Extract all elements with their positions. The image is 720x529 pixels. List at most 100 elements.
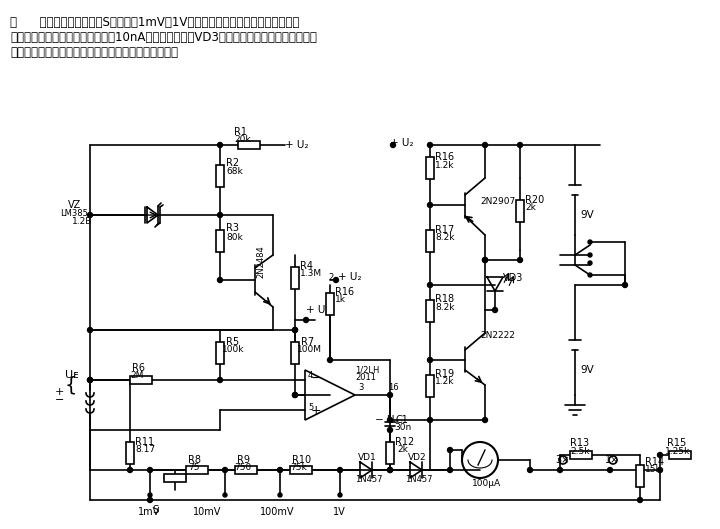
Text: 2M: 2M	[130, 371, 143, 380]
Circle shape	[428, 358, 433, 362]
Circle shape	[482, 258, 487, 262]
Text: + U₂: + U₂	[390, 138, 413, 148]
Circle shape	[387, 468, 392, 472]
Text: R4: R4	[300, 261, 313, 271]
Text: R2: R2	[226, 158, 239, 168]
Text: 1N457: 1N457	[405, 476, 433, 485]
Text: {: {	[65, 376, 77, 395]
Text: VD2: VD2	[408, 453, 427, 462]
Text: 2k: 2k	[525, 204, 536, 213]
Bar	[426, 157, 434, 179]
Text: LM385: LM385	[60, 208, 88, 217]
Circle shape	[223, 493, 227, 497]
Circle shape	[588, 240, 592, 244]
Bar	[186, 466, 208, 474]
Circle shape	[492, 307, 498, 313]
Circle shape	[387, 468, 392, 472]
Text: 1V: 1V	[333, 507, 346, 517]
Bar	[130, 376, 152, 384]
Text: VD1: VD1	[358, 453, 377, 462]
Circle shape	[148, 497, 153, 503]
Bar	[636, 465, 644, 487]
Bar	[290, 466, 312, 474]
Text: VD3: VD3	[503, 273, 523, 283]
Text: 20k: 20k	[234, 135, 251, 144]
Circle shape	[338, 493, 342, 497]
Circle shape	[657, 468, 662, 472]
Bar	[216, 230, 224, 252]
Circle shape	[387, 427, 392, 433]
Circle shape	[608, 468, 613, 472]
Circle shape	[304, 317, 308, 323]
Text: R10: R10	[292, 455, 311, 465]
Bar	[669, 451, 691, 459]
Circle shape	[333, 278, 338, 282]
Bar	[216, 342, 224, 364]
Circle shape	[448, 468, 452, 472]
Bar	[126, 442, 134, 464]
Circle shape	[217, 278, 222, 282]
Text: R7: R7	[301, 337, 314, 347]
Text: C1: C1	[396, 415, 409, 425]
Text: 100μA: 100μA	[472, 479, 501, 488]
Text: VZ: VZ	[68, 200, 81, 210]
Circle shape	[88, 327, 92, 333]
Text: 8.2k: 8.2k	[435, 233, 454, 242]
Text: +: +	[311, 405, 322, 417]
Text: 15k: 15k	[645, 466, 662, 475]
Circle shape	[588, 261, 592, 265]
Circle shape	[217, 142, 222, 148]
Text: R14: R14	[645, 457, 664, 467]
Circle shape	[292, 393, 297, 397]
Bar	[386, 442, 394, 464]
Text: 8.2k: 8.2k	[435, 303, 454, 312]
Circle shape	[88, 378, 92, 382]
Text: R13: R13	[570, 438, 589, 448]
Circle shape	[448, 448, 452, 452]
Text: 3×: 3×	[555, 455, 570, 465]
Circle shape	[88, 213, 92, 217]
Text: −: −	[311, 371, 322, 385]
Text: R15: R15	[667, 438, 686, 448]
Text: + U₂: + U₂	[285, 140, 308, 150]
Text: 100M: 100M	[297, 345, 322, 354]
Circle shape	[428, 142, 433, 148]
Text: − U₂: − U₂	[375, 415, 399, 425]
Circle shape	[637, 497, 642, 503]
Circle shape	[428, 282, 433, 287]
Text: 1.2k: 1.2k	[435, 160, 454, 169]
Text: 2N2484: 2N2484	[256, 245, 265, 278]
Text: 4: 4	[308, 370, 313, 379]
Text: S: S	[152, 505, 158, 515]
Circle shape	[277, 468, 282, 472]
Text: 100mV: 100mV	[260, 507, 294, 517]
Circle shape	[88, 378, 92, 382]
Circle shape	[338, 468, 343, 472]
Text: 1.3M: 1.3M	[300, 269, 322, 278]
Circle shape	[482, 417, 487, 423]
Text: R17: R17	[435, 225, 454, 235]
Text: 16: 16	[388, 384, 399, 393]
Circle shape	[292, 327, 297, 333]
Text: 1k: 1k	[335, 296, 346, 305]
Text: 1×: 1×	[605, 455, 619, 465]
Text: R19: R19	[435, 369, 454, 379]
Circle shape	[557, 468, 562, 472]
Bar	[291, 342, 299, 364]
Bar	[516, 200, 524, 222]
Text: + U₂: + U₂	[306, 305, 330, 315]
Text: R6: R6	[132, 363, 145, 373]
Text: 2N2907: 2N2907	[480, 197, 516, 206]
Text: 10mV: 10mV	[193, 507, 221, 517]
Circle shape	[148, 468, 153, 472]
Bar	[291, 267, 299, 289]
Text: 1.2k: 1.2k	[435, 378, 454, 387]
Circle shape	[217, 213, 222, 217]
Text: 2.5k: 2.5k	[570, 446, 590, 455]
Circle shape	[387, 393, 392, 397]
Bar	[426, 230, 434, 252]
Circle shape	[588, 253, 592, 257]
Text: R18: R18	[435, 294, 454, 304]
Bar	[426, 300, 434, 322]
Text: 1.2B: 1.2B	[72, 217, 92, 226]
